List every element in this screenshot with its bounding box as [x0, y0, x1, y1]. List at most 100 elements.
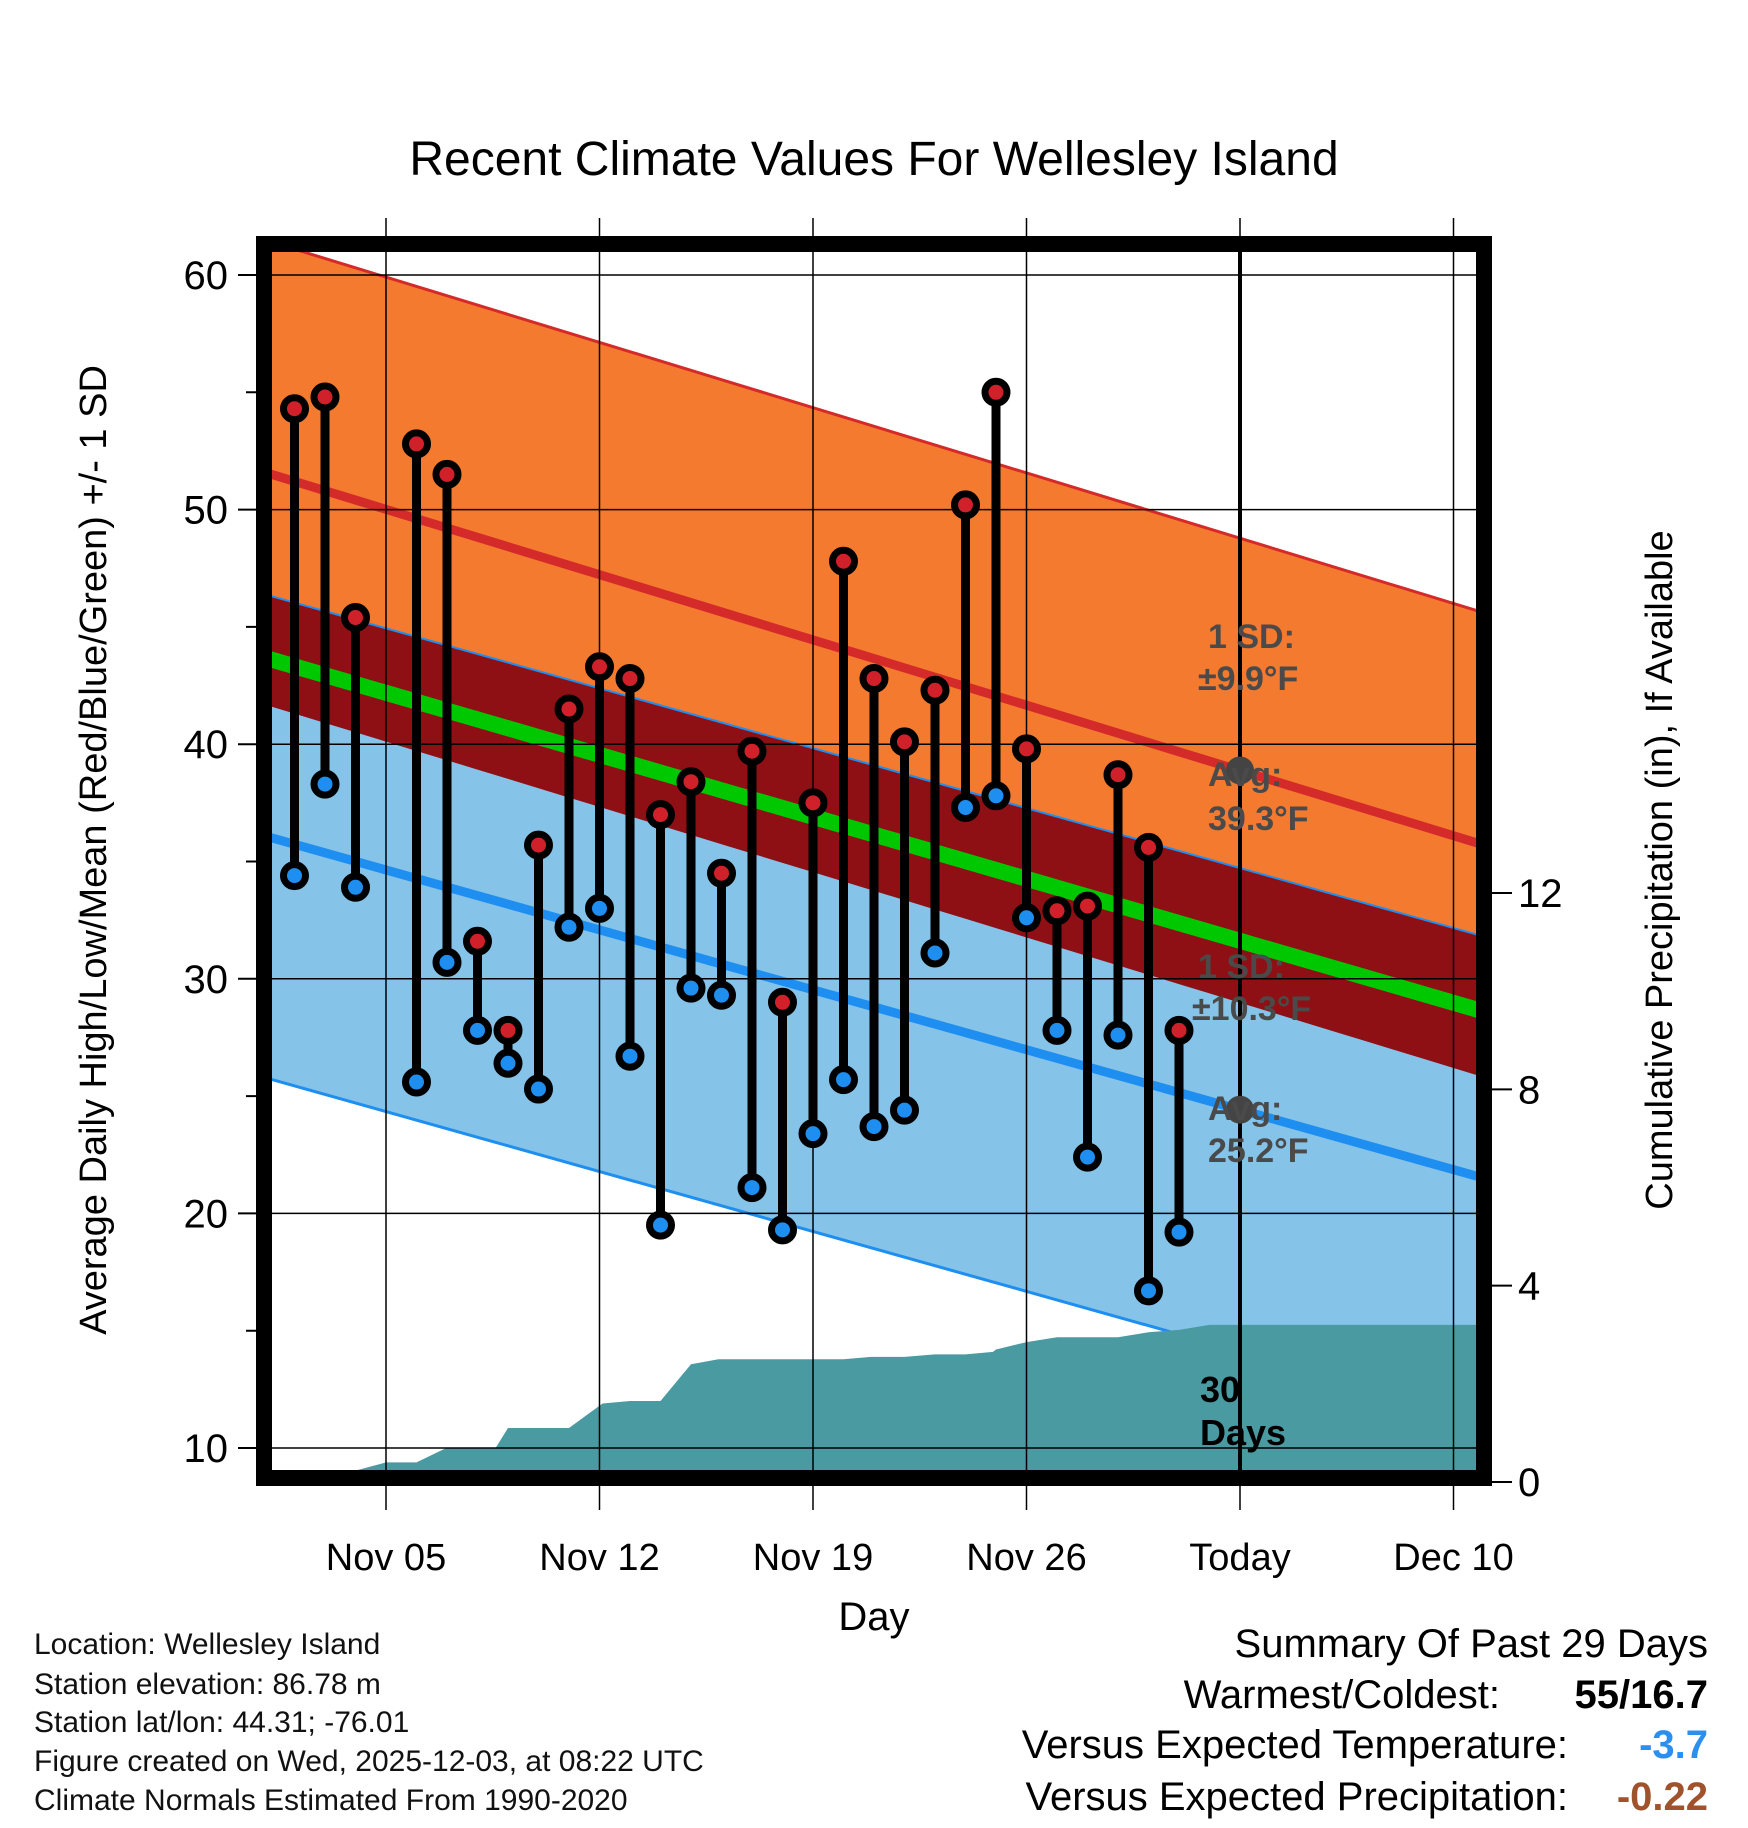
observed-high-point	[585, 652, 614, 682]
y-tick-label: 50	[184, 489, 229, 533]
x-axis-label: Day	[838, 1595, 909, 1639]
observed-low-point	[402, 1067, 431, 1097]
observed-high-point	[1042, 896, 1072, 926]
observed-high-point	[1012, 734, 1041, 764]
observed-high-point	[707, 858, 736, 888]
observed-high-point	[676, 767, 706, 797]
x-tick-label: Dec 10	[1393, 1537, 1513, 1579]
x-tick-label: Nov 26	[966, 1537, 1086, 1579]
y-right-tick-label: 0	[1518, 1461, 1540, 1505]
observed-low-point	[1042, 1015, 1072, 1045]
summary-warmest-label: Warmest/Coldest:	[1183, 1673, 1500, 1717]
observed-high-point	[768, 987, 797, 1017]
annotation-line1: 30	[1200, 1369, 1240, 1410]
today-high-marker	[1226, 756, 1254, 785]
annotation-line1: 1 SD:	[1208, 618, 1295, 656]
annotation-line1: Avg:	[1208, 756, 1282, 794]
summary-temp-value: -3.7	[1639, 1723, 1708, 1767]
observed-high-point	[859, 664, 889, 694]
observed-high-point	[981, 377, 1011, 407]
precip-area	[264, 1324, 1484, 1482]
info-normals: Climate Normals Estimated From 1990-2020	[34, 1784, 628, 1817]
observed-low-point	[981, 781, 1011, 811]
info-elevation: Station elevation: 86.78 m	[34, 1668, 381, 1701]
summary-temp-label: Versus Expected Temperature:	[1021, 1723, 1568, 1767]
observed-low-point	[463, 1015, 492, 1045]
observed-low-point	[829, 1065, 858, 1095]
today-low-marker	[1226, 1095, 1254, 1124]
summary-heading: Summary Of Past 29 Days	[1234, 1622, 1708, 1666]
observed-low-point	[524, 1074, 553, 1104]
y-tick-label: 20	[184, 1192, 229, 1236]
observed-high-point	[920, 675, 950, 705]
observed-low-point	[676, 973, 706, 1003]
y-tick-label: 60	[184, 254, 229, 298]
observed-high-point	[1103, 760, 1133, 790]
observed-low-point	[920, 938, 950, 968]
observed-low-point	[798, 1119, 828, 1149]
annotation-line2: ±9.9°F	[1198, 660, 1298, 698]
annotation-line2: 25.2°F	[1208, 1132, 1309, 1170]
observed-low-point	[1134, 1276, 1163, 1306]
observed-low-point	[1012, 903, 1041, 933]
observed-low-point	[341, 872, 370, 902]
observed-high-point	[554, 694, 584, 724]
annotation-line1: 1 SD:	[1198, 948, 1285, 986]
high-sd-upper-line	[263, 238, 1485, 615]
observed-high-point	[280, 394, 309, 424]
observed-high-point	[493, 1015, 523, 1045]
summary-precip-label: Versus Expected Precipitation:	[1025, 1775, 1568, 1819]
observed-low-point	[310, 769, 340, 799]
observed-high-point	[310, 382, 340, 412]
chart-title: Recent Climate Values For Wellesley Isla…	[409, 133, 1338, 186]
observed-high-point	[798, 788, 828, 818]
y-right-tick-label: 12	[1518, 872, 1563, 916]
x-tick-label: Nov 12	[539, 1537, 659, 1579]
observed-high-point	[524, 830, 553, 860]
observed-high-point	[463, 926, 492, 956]
observed-high-point	[951, 490, 980, 520]
observed-low-point	[737, 1173, 767, 1203]
observed-low-point	[890, 1095, 919, 1125]
annotation-line2: Days	[1200, 1412, 1286, 1453]
observed-low-point	[1164, 1217, 1194, 1247]
info-location: Location: Wellesley Island	[34, 1628, 381, 1661]
y-tick-label: 10	[184, 1427, 229, 1471]
observed-high-point	[737, 736, 767, 766]
observed-high-point	[829, 546, 858, 576]
y-tick-label: 40	[184, 723, 229, 767]
observed-low-point	[1073, 1142, 1102, 1172]
observed-high-point	[341, 603, 370, 633]
x-tick-label: Today	[1189, 1537, 1290, 1579]
observed-low-point	[768, 1215, 797, 1245]
observed-low-point	[1103, 1020, 1133, 1050]
observed-high-point	[646, 800, 675, 830]
x-tick-label: Nov 19	[753, 1537, 873, 1579]
observed-high-point	[1134, 832, 1163, 862]
summary-warmest-value: 55/16.7	[1574, 1673, 1708, 1717]
annotation-line2: 39.3°F	[1208, 800, 1309, 838]
observed-high-point	[615, 664, 645, 694]
info-latlon: Station lat/lon: 44.31; -76.01	[34, 1706, 410, 1739]
observed-high-point	[432, 459, 462, 489]
annotation-line1: Avg:	[1208, 1090, 1282, 1128]
observed-high-point	[402, 429, 431, 459]
summary-precip-value: -0.22	[1616, 1775, 1708, 1819]
observed-low-point	[646, 1210, 675, 1240]
observed-low-point	[859, 1112, 889, 1142]
observed-low-point	[554, 912, 584, 942]
observed-low-point	[432, 947, 462, 977]
observed-high-point	[1164, 1015, 1194, 1045]
observed-low-point	[615, 1041, 645, 1071]
observed-low-point	[707, 980, 736, 1010]
normal-high-line	[262, 467, 1486, 850]
observed-low-point	[585, 893, 614, 923]
x-tick-label: Nov 05	[326, 1537, 446, 1579]
y-axis-label: Average Daily High/Low/Mean (Red/Blue/Gr…	[73, 365, 115, 1335]
y-right-tick-label: 8	[1518, 1068, 1540, 1112]
observed-low-point	[951, 793, 980, 823]
y-right-tick-label: 4	[1518, 1265, 1540, 1309]
info-created: Figure created on Wed, 2025-12-03, at 08…	[34, 1745, 704, 1778]
observed-high-point	[1073, 891, 1102, 921]
